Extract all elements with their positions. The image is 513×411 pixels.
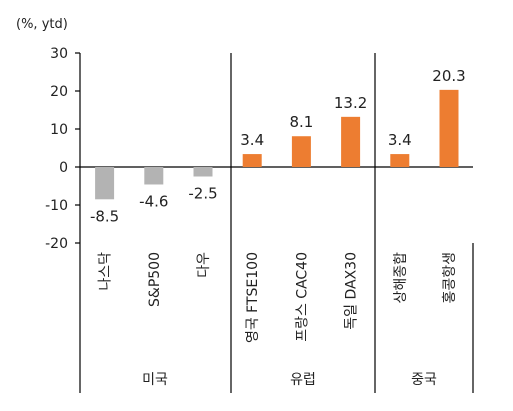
y-tick-label: -10 [45, 198, 68, 214]
value-label: 8.1 [289, 113, 313, 131]
bar [193, 167, 213, 177]
value-labels: -8.5 -4.6 -2.5 3.4 8.1 13.2 3.4 20.3 [90, 67, 466, 225]
group-dividers [79, 53, 474, 393]
y-tick-label: 10 [50, 122, 68, 138]
value-label: -4.6 [139, 192, 168, 210]
value-label: 3.4 [388, 131, 412, 149]
group-label: 미국 [142, 372, 168, 388]
bars [95, 89, 459, 200]
x-tick-label: 독일 DAX30 [344, 252, 360, 330]
value-label: -8.5 [90, 207, 119, 225]
x-tick-label: S&P500 [147, 252, 163, 307]
group-labels: 미국 유럽 중국 [142, 372, 437, 388]
x-tick-labels: 나스닥 S&P500 다우 영국 FTSE100 프랑스 CAC40 독일 DAX30 상해… [98, 252, 458, 343]
x-tick-label: 나스닥 [98, 252, 114, 291]
y-tick-label: 30 [50, 46, 68, 62]
bar [291, 136, 311, 167]
bar [242, 154, 262, 167]
bar [144, 167, 164, 185]
value-label: 20.3 [432, 67, 465, 85]
value-label: 3.4 [240, 131, 264, 149]
y-tick-label: -20 [45, 236, 68, 252]
x-tick-label: 프랑스 CAC40 [294, 252, 310, 342]
x-tick-label: 다우 [196, 252, 212, 278]
x-tick-label: 상해종합 [393, 252, 409, 304]
x-tick-label: 영국 FTSE100 [245, 252, 261, 343]
unit-label: (%, ytd) [16, 17, 68, 32]
group-label: 유럽 [290, 372, 316, 388]
bar [95, 167, 115, 200]
bar [390, 154, 410, 167]
bar [341, 116, 361, 167]
value-label: -2.5 [188, 185, 217, 203]
bar [439, 89, 459, 167]
value-label: 13.2 [334, 94, 367, 112]
x-tick-label: 홍콩항생 [442, 252, 458, 304]
y-tick-label: 0 [59, 160, 68, 176]
group-label: 중국 [411, 372, 437, 388]
y-tick-label: 20 [50, 84, 68, 100]
